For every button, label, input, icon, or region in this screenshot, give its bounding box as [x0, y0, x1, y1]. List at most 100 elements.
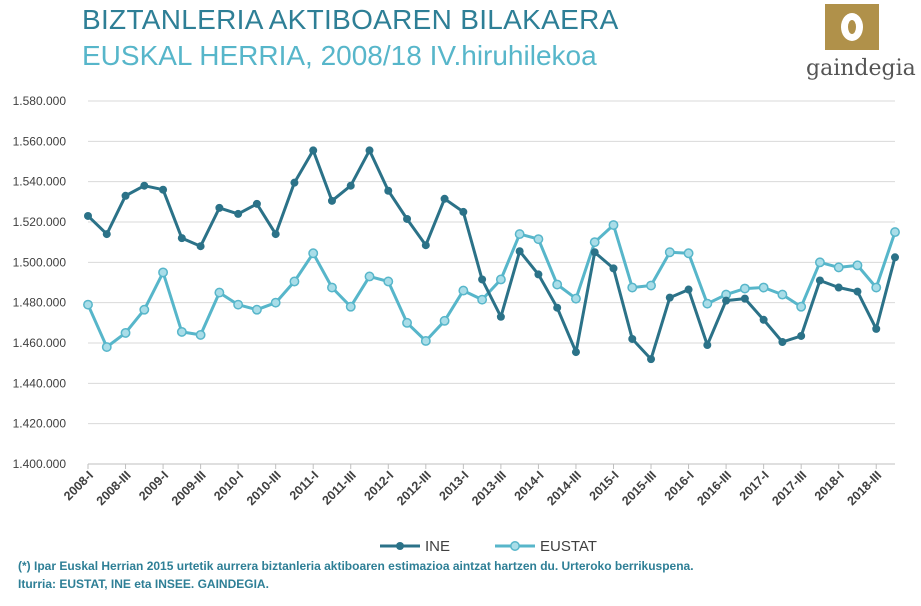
legend-item-ine: INE: [380, 538, 450, 555]
y-tick-label: 1.440.000: [13, 376, 67, 390]
data-point-eustat: [777, 289, 788, 300]
data-point-eustat: [852, 260, 863, 271]
data-point-ine: [778, 337, 787, 346]
footnote: (*) Ipar Euskal Herrian 2015 urtetik aur…: [18, 559, 694, 573]
data-point-eustat: [158, 267, 169, 278]
data-point-ine: [140, 181, 149, 190]
data-point-ine: [384, 186, 393, 195]
data-point-eustat: [251, 304, 262, 315]
line-chart: 1.400.000 1.420.000 1.440.000 1.460.000 1.48…: [13, 94, 900, 555]
data-point-ine: [159, 185, 168, 194]
data-point-ine: [609, 264, 618, 273]
x-tick-label: 2012-I: [361, 468, 396, 503]
logo-text: gaindegia: [806, 56, 916, 81]
data-point-ine: [740, 294, 749, 303]
y-tick-label: 1.460.000: [13, 336, 67, 350]
data-point-eustat: [608, 220, 619, 230]
data-point-eustat: [83, 299, 93, 310]
legend-label: INE: [425, 538, 450, 555]
data-point-ine: [496, 312, 505, 321]
data-point-eustat: [214, 287, 225, 298]
data-point-eustat: [571, 293, 581, 304]
data-point-eustat: [702, 298, 713, 309]
y-tick-label: 1.540.000: [13, 175, 67, 189]
data-point-ine: [815, 276, 824, 285]
data-point-ine: [872, 324, 881, 333]
data-point-ine: [177, 234, 186, 243]
data-point-ine: [215, 203, 224, 212]
x-tick-label: 2013-III: [469, 468, 509, 508]
series-line-eustat: [86, 223, 897, 349]
data-point-ine: [628, 334, 637, 343]
data-point-eustat: [458, 285, 469, 296]
chart-title: BIZTANLERIA AKTIBOAREN BILAKAERA: [82, 4, 619, 35]
data-point-eustat: [289, 276, 300, 287]
x-tick-label: 2011-I: [287, 468, 321, 502]
data-point-eustat: [477, 294, 488, 305]
source-note: Iturria: EUSTAT, INE eta INSEE. GAINDEGI…: [18, 577, 269, 591]
data-point-ine: [365, 146, 374, 155]
data-point-ine: [440, 194, 449, 203]
data-point-eustat: [495, 274, 506, 285]
data-point-eustat: [739, 283, 750, 294]
data-point-eustat: [176, 326, 187, 337]
data-point-eustat: [814, 257, 825, 268]
data-point-eustat: [683, 248, 694, 259]
x-tick-label: 2015-III: [619, 468, 659, 508]
x-tick-label: 2013-I: [437, 468, 472, 503]
data-point-ine: [403, 214, 412, 223]
data-point-eustat: [139, 304, 150, 315]
x-tick-label: 2018-III: [844, 468, 884, 508]
data-point-eustat: [120, 327, 131, 338]
x-tick-label: 2014-I: [512, 468, 547, 503]
data-point-ine: [346, 181, 355, 190]
data-point-eustat: [402, 317, 412, 328]
x-tick-label: 2017-III: [769, 468, 809, 508]
data-point-eustat: [420, 336, 431, 346]
data-point-ine: [290, 178, 299, 187]
logo-oval-inner: [848, 20, 856, 34]
x-tick-label: 2018-I: [812, 468, 847, 503]
data-point-ine: [234, 209, 243, 218]
data-point-eustat: [327, 282, 337, 293]
data-point-ine: [421, 241, 430, 250]
data-point-ine: [84, 211, 92, 220]
data-point-eustat: [514, 229, 525, 240]
x-tick-label: 2017-I: [737, 468, 772, 503]
y-tick-label: 1.480.000: [13, 296, 67, 310]
data-point-eustat: [345, 301, 356, 312]
data-point-ine: [891, 253, 899, 262]
data-point-ine: [196, 242, 205, 251]
data-point-eustat: [871, 282, 882, 293]
data-point-eustat: [552, 279, 563, 290]
y-tick-label: 1.560.000: [13, 134, 67, 148]
legend-item-eustat: EUSTAT: [495, 538, 597, 555]
data-point-ine: [647, 355, 656, 364]
x-tick-label: 2008-III: [94, 468, 134, 508]
series-lines: [83, 146, 900, 364]
data-point-ine: [252, 199, 261, 208]
data-point-ine: [478, 275, 487, 284]
data-point-ine: [590, 248, 599, 257]
x-tick-label: 2010-III: [244, 468, 284, 508]
data-point-eustat: [308, 248, 319, 259]
data-point-ine: [797, 331, 806, 340]
data-point-eustat: [195, 329, 206, 340]
data-point-eustat: [796, 301, 807, 312]
gaindegia-logo-icon: [825, 4, 879, 50]
x-tick-label: 2016-I: [662, 468, 697, 503]
data-point-eustat: [758, 282, 769, 293]
x-tick-label: 2011-III: [319, 468, 358, 507]
y-axis-ticks: 1.400.000 1.420.000 1.440.000 1.460.000 1.48…: [13, 94, 67, 471]
data-point-ine: [102, 230, 111, 239]
data-point-eustat: [833, 262, 844, 273]
data-point-eustat: [627, 282, 638, 293]
y-tick-label: 1.580.000: [13, 94, 67, 108]
legend-label: EUSTAT: [540, 538, 597, 555]
y-tick-label: 1.420.000: [13, 417, 67, 431]
x-tick-label: 2010-I: [211, 468, 246, 503]
data-point-ine: [459, 207, 468, 216]
series-ine: [84, 146, 899, 364]
data-point-ine: [534, 270, 543, 279]
x-tick-label: 2015-I: [587, 468, 622, 503]
